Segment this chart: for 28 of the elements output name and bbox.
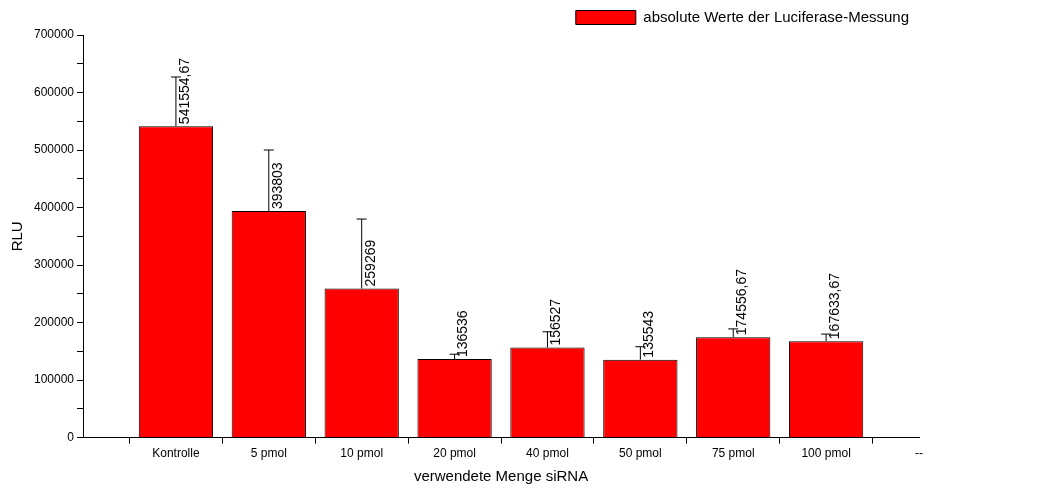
data-label: 167633,67 — [825, 272, 842, 340]
y-tick-label: 400000 — [34, 199, 75, 214]
y-tick-label: 200000 — [34, 314, 75, 329]
data-label: 541554,67 — [175, 57, 192, 125]
x-tick-label: 100 pmol — [801, 446, 851, 461]
y-tick-label: 600000 — [34, 84, 75, 99]
data-label: 156527 — [547, 298, 564, 346]
x-axis-title: verwendete Menge siRNA — [413, 467, 589, 485]
data-label: 393803 — [268, 162, 285, 210]
x-tick-label: 20 pmol — [433, 446, 476, 461]
y-axis-title: RLU — [8, 221, 26, 252]
x-tick-label: 75 pmol — [711, 446, 755, 461]
x-tick-label: 10 pmol — [340, 446, 384, 461]
y-tick-label: 100000 — [34, 372, 75, 387]
y-tick-label: 700000 — [34, 27, 75, 42]
legend-label: absolute Werte der Luciferase-Messung — [643, 7, 910, 25]
data-label: 136536 — [454, 310, 471, 358]
y-tick-label: 0 — [67, 429, 75, 444]
x-tick-label: 5 pmol — [250, 446, 287, 461]
y-tick-label: 300000 — [34, 257, 75, 272]
x-tick-label: -- — [915, 446, 923, 461]
x-tick-label: 40 pmol — [526, 446, 569, 461]
x-tick-label: 50 pmol — [619, 446, 662, 461]
data-label: 174556,67 — [733, 268, 750, 336]
data-label: 135543 — [640, 310, 657, 358]
data-label: 259269 — [361, 239, 378, 287]
y-tick-label: 500000 — [34, 142, 75, 157]
x-tick-label: Kontrolle — [152, 446, 200, 461]
